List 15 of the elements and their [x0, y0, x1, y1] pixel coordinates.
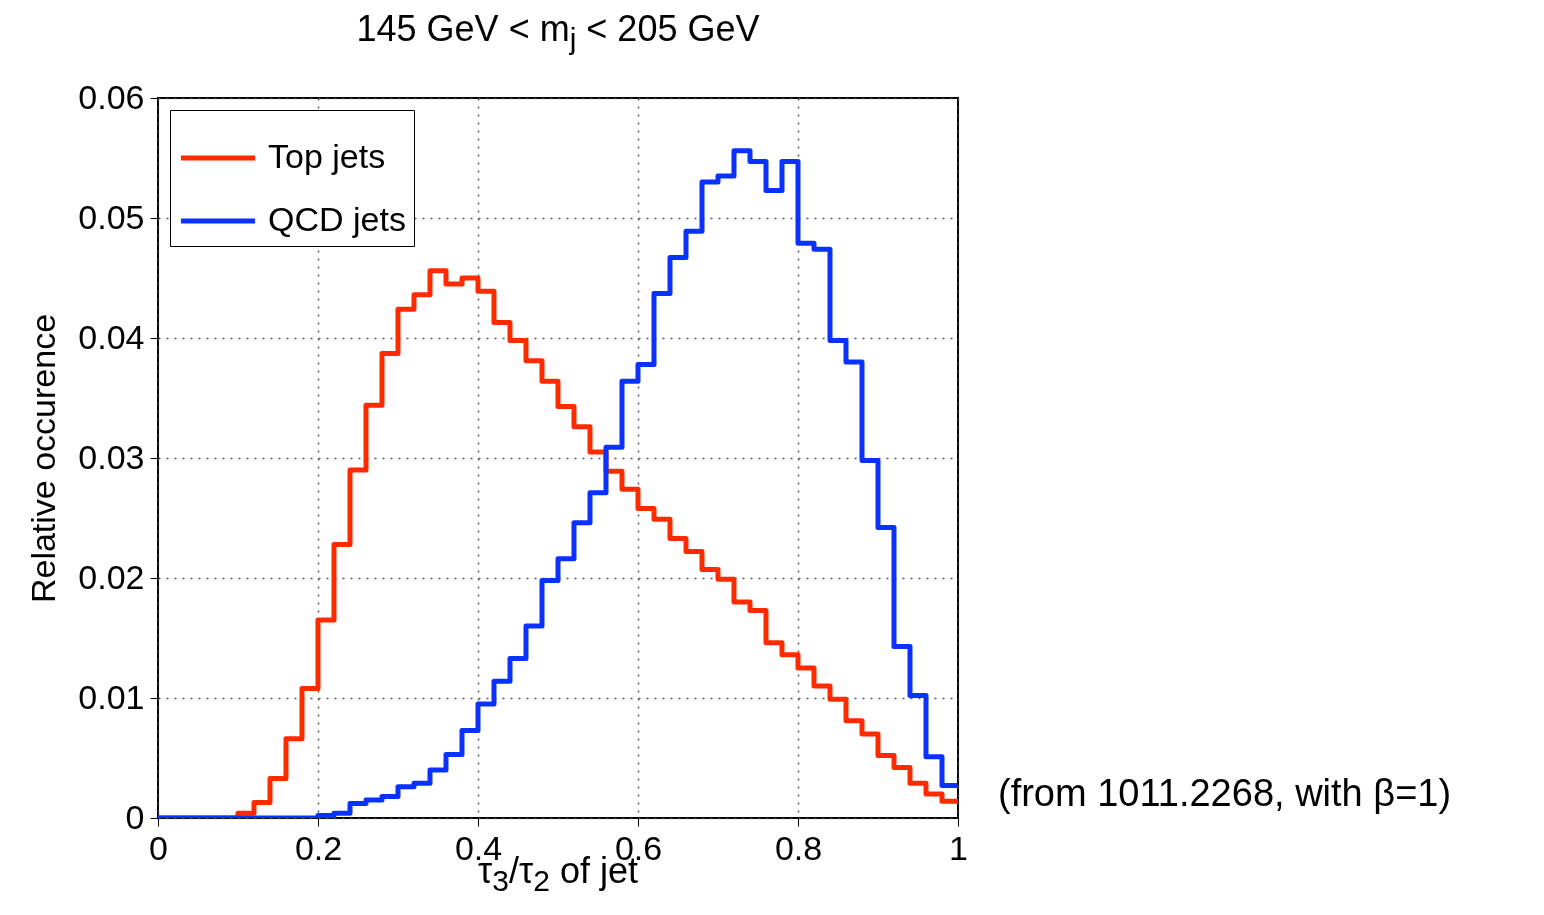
chart-title: 145 GeV < m$_{j}$ < 205 GeV — [356, 8, 760, 57]
x-tick-label: 0.2 — [294, 828, 343, 867]
legend-label: QCD jets — [268, 200, 406, 238]
y-tick-label: 0.05 — [78, 197, 145, 236]
y-tick-label: 0.04 — [78, 317, 145, 356]
legend-label: Top jets — [268, 137, 386, 175]
y-axis-title: Relative occurence — [24, 313, 63, 604]
y-tick-label: 0.03 — [78, 437, 145, 476]
text: (from 1011.2268, with β=1) — [998, 772, 1452, 815]
y-tick-label: 0.06 — [78, 77, 145, 116]
x-tick-label: 1 — [949, 828, 968, 867]
x-tick-label: 0.8 — [774, 828, 823, 867]
y-tick-label: 0.01 — [78, 677, 145, 716]
y-tick-label: 0 — [125, 797, 145, 836]
y-tick-label: 0.02 — [78, 557, 145, 596]
